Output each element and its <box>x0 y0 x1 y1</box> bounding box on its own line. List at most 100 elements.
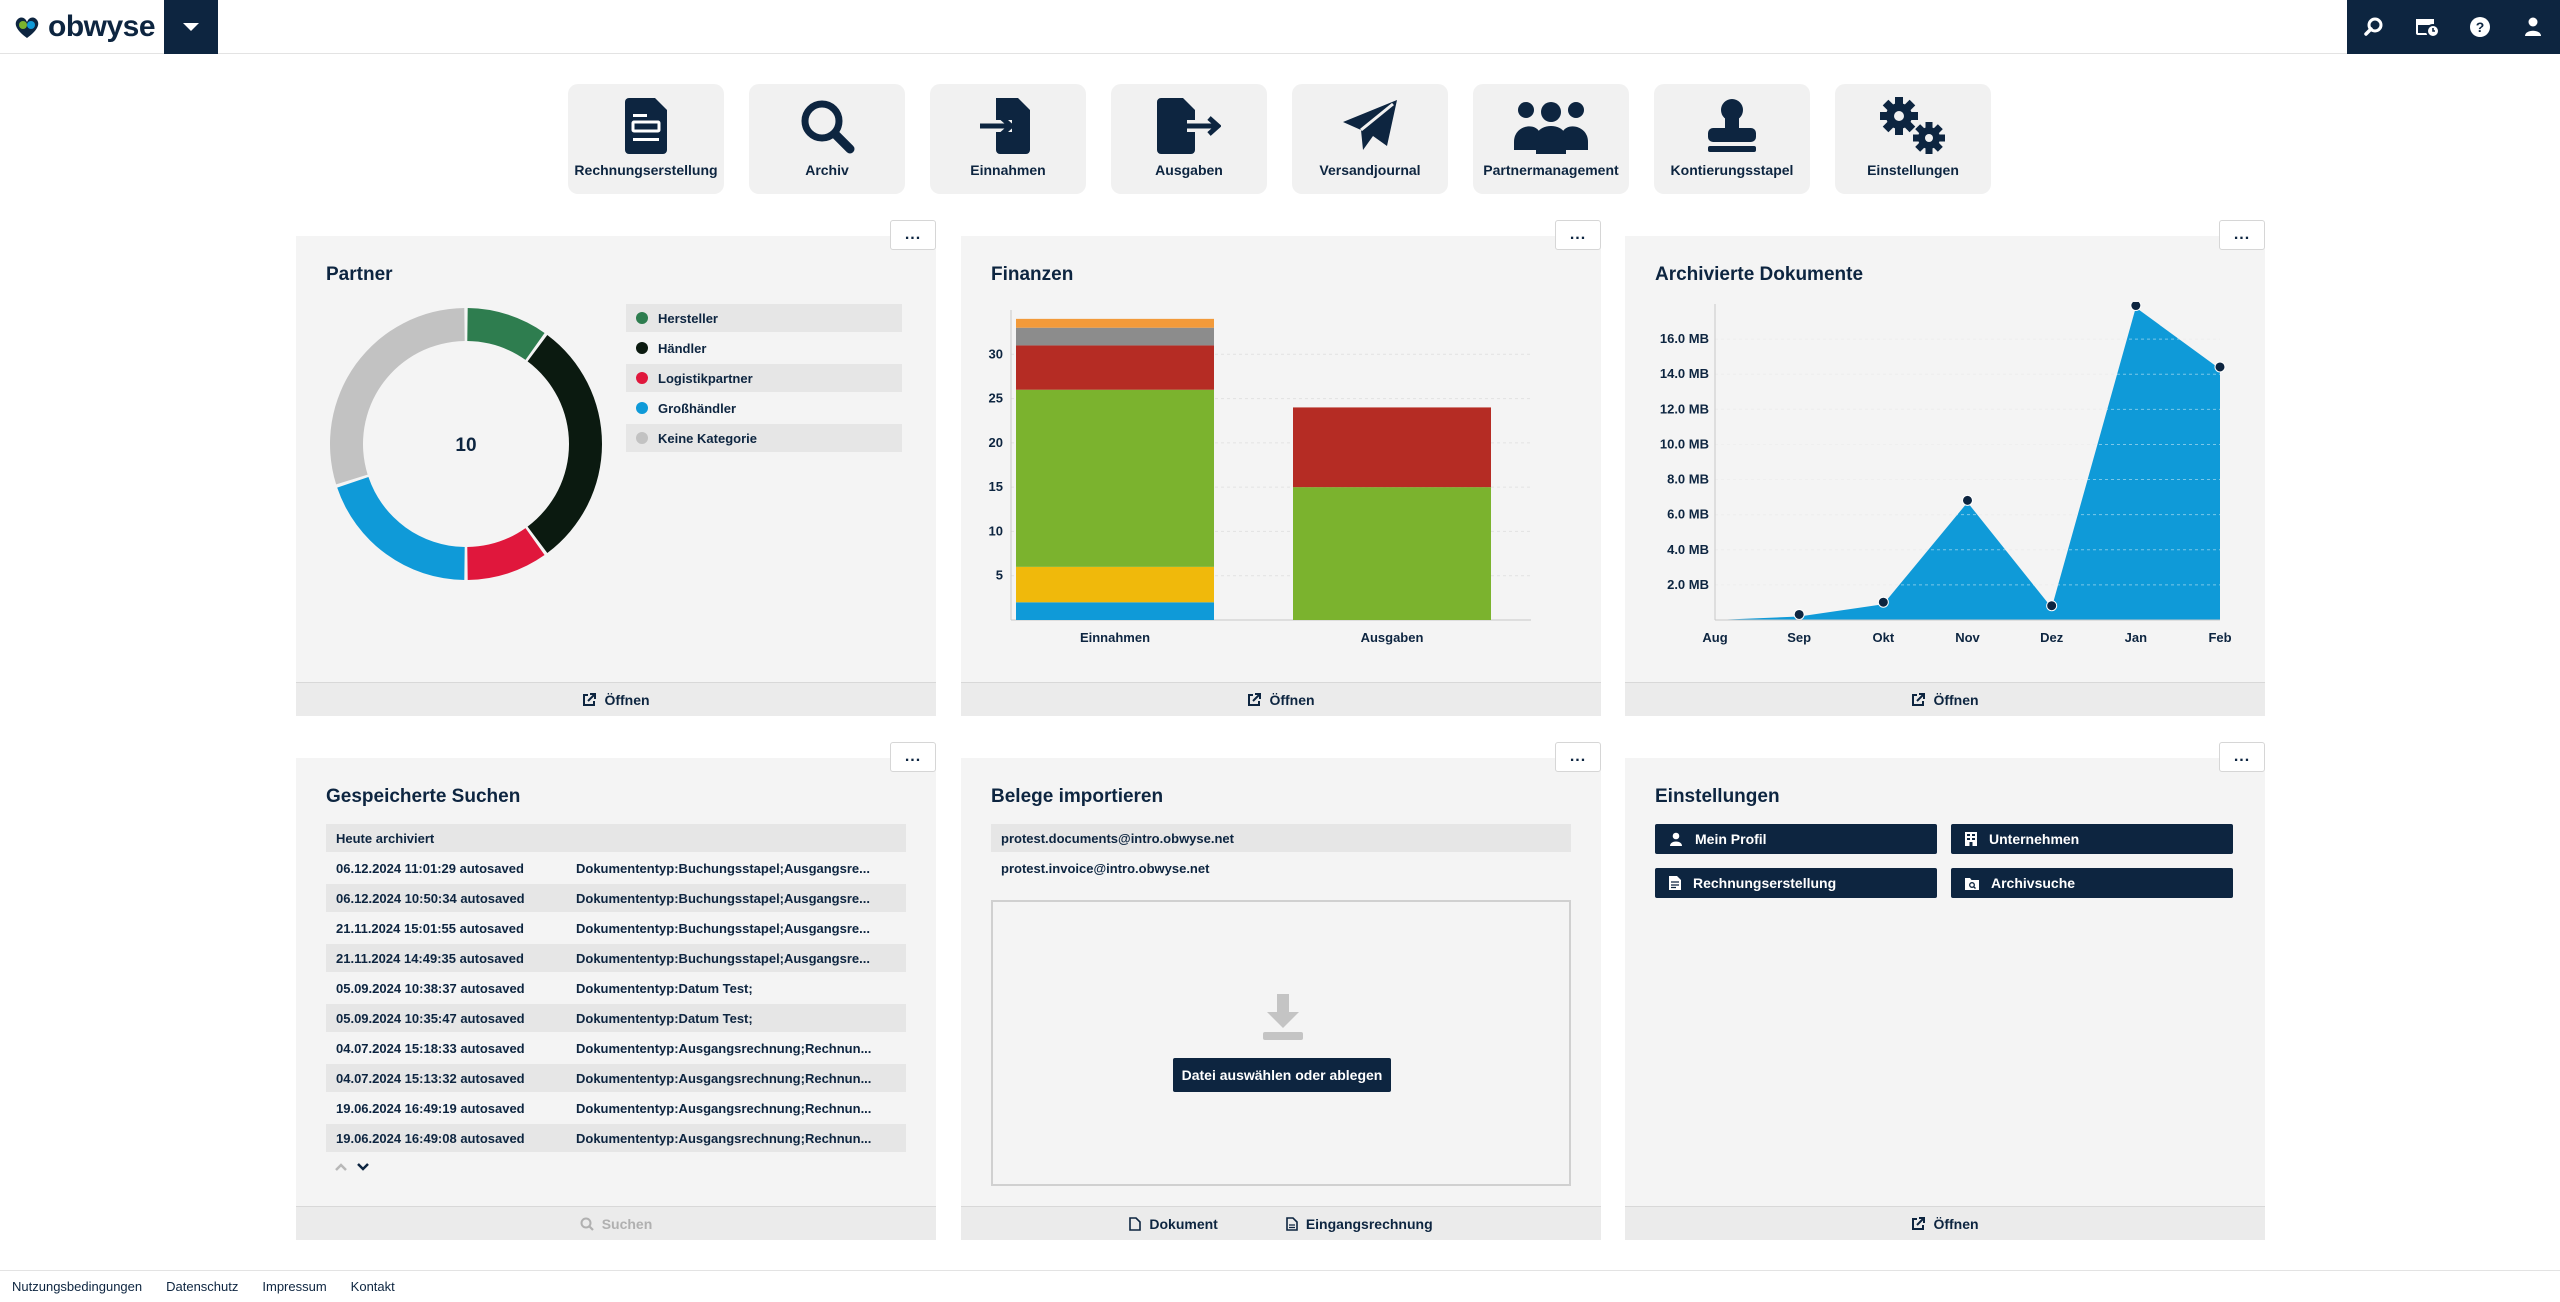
widget-menu-button[interactable]: ... <box>1555 220 1601 250</box>
saved-search-row[interactable]: 19.06.2024 16:49:08 autosaved Dokumentent… <box>326 1124 906 1152</box>
saved-search-row[interactable]: 06.12.2024 11:01:29 autosaved Dokumentent… <box>326 854 906 882</box>
upload-invoice-button[interactable]: Eingangsrechnung <box>1286 1216 1433 1232</box>
unternehmen-button[interactable]: Unternehmen <box>1951 824 2233 854</box>
tile-einnahmen[interactable]: Einnahmen <box>930 84 1086 194</box>
tile-label: Rechnungserstellung <box>574 162 718 178</box>
select-file-button[interactable]: Datei auswählen oder ablegen <box>1173 1058 1391 1092</box>
help-button[interactable]: ? <box>2453 0 2506 54</box>
saved-search-query: Dokumententyp:Ausgangsrechnung;Rechnun..… <box>576 1070 872 1086</box>
widget-menu-button[interactable]: ... <box>2219 742 2265 772</box>
legend-item[interactable]: Hersteller <box>626 304 902 332</box>
widget-open-button[interactable]: Öffnen <box>1625 682 2265 716</box>
tile-archiv[interactable]: Archiv <box>749 84 905 194</box>
user-button[interactable] <box>2506 0 2559 54</box>
bar-segment[interactable] <box>1016 345 1214 390</box>
saved-search-row[interactable]: 05.09.2024 10:38:37 autosaved Dokumentent… <box>326 974 906 1002</box>
widget-menu-button[interactable]: ... <box>1555 742 1601 772</box>
logo[interactable]: obwyse <box>12 10 156 44</box>
legend-item[interactable]: Keine Kategorie <box>626 424 902 452</box>
tile-einstellungen[interactable]: Einstellungen <box>1835 84 1991 194</box>
search-footer-button[interactable]: Suchen <box>296 1206 936 1240</box>
document-label: Dokument <box>1149 1215 1218 1232</box>
donut-slice[interactable] <box>467 528 545 580</box>
bar-segment[interactable] <box>1016 389 1214 567</box>
saved-search-row[interactable]: 06.12.2024 10:50:34 autosaved Dokumentent… <box>326 884 906 912</box>
saved-search-query: Dokumententyp:Ausgangsrechnung;Rechnun..… <box>576 1040 872 1056</box>
widget-gespeicherte-suchen: ... Gespeicherte Suchen Heute archiviert… <box>296 742 936 1240</box>
data-point[interactable] <box>1877 596 1889 608</box>
saved-search-row[interactable]: 21.11.2024 15:01:55 autosaved Dokumentent… <box>326 914 906 942</box>
widget-open-button[interactable]: Öffnen <box>961 682 1601 716</box>
widget-archivierte-dokumente: ... Archivierte Dokumente 2.0 MB 4.0 MB 6.… <box>1625 220 2265 716</box>
donut-center-value: 10 <box>455 435 476 456</box>
legend-item[interactable]: Großhändler <box>626 394 902 422</box>
bar-segment[interactable] <box>1293 407 1491 488</box>
footer-link-impressum[interactable]: Impressum <box>262 1279 327 1294</box>
import-email[interactable]: protest.invoice@intro.obwyse.net <box>1001 860 1210 876</box>
chevron-down-icon[interactable] <box>356 1162 370 1172</box>
tile-partnermanagement[interactable]: Partnermanagement <box>1473 84 1629 194</box>
bar-segment[interactable] <box>1293 487 1491 620</box>
saved-search-row[interactable]: 21.11.2024 14:49:35 autosaved Dokumentent… <box>326 944 906 972</box>
caret-down-icon <box>183 23 199 31</box>
x-tick-label: Feb <box>2208 630 2231 645</box>
saved-search-query: Dokumententyp:Buchungsstapel;Ausgangsre.… <box>576 860 870 876</box>
legend-item[interactable]: Logistikpartner <box>626 364 902 392</box>
tile-versandjournal[interactable]: Versandjournal <box>1292 84 1448 194</box>
logo-icon <box>15 17 39 38</box>
donut-slice[interactable] <box>467 308 545 360</box>
tile-kontierungsstapel[interactable]: Kontierungsstapel <box>1654 84 1810 194</box>
footer-link-nutzungsbedingungen[interactable]: Nutzungsbedingungen <box>12 1279 143 1294</box>
data-point[interactable] <box>2046 600 2058 612</box>
saved-search-date: 19.06.2024 16:49:19 autosaved <box>336 1100 525 1116</box>
data-point[interactable] <box>1793 608 1805 620</box>
footer-link-kontakt[interactable]: Kontakt <box>350 1279 395 1294</box>
archivsuche-button[interactable]: Archivsuche <box>1951 868 2233 898</box>
y-tick-label: 14.0 MB <box>1660 366 1709 381</box>
saved-search-date: 19.06.2024 16:49:08 autosaved <box>336 1130 525 1146</box>
bar-segment[interactable] <box>1016 566 1214 603</box>
donut-slice[interactable] <box>329 308 465 485</box>
widget-menu-button[interactable]: ... <box>890 220 936 250</box>
widget-title: Belege importieren <box>991 786 1164 807</box>
mein-profil-button[interactable]: Mein Profil <box>1655 824 1937 854</box>
data-point[interactable] <box>2214 361 2226 373</box>
saved-search-query: Dokumententyp:Ausgangsrechnung;Rechnun..… <box>576 1130 872 1146</box>
widget-open-button[interactable]: Öffnen <box>1625 1206 2265 1240</box>
tile-rechnungserstellung[interactable]: Rechnungserstellung <box>568 84 724 194</box>
upload-document-button[interactable]: Dokument <box>1129 1215 1218 1232</box>
widget-menu-button[interactable]: ... <box>2219 220 2265 250</box>
footer-link-datenschutz[interactable]: Datenschutz <box>166 1279 239 1294</box>
bar-segment[interactable] <box>1016 602 1214 620</box>
saved-search-row[interactable]: 04.07.2024 15:18:33 autosaved Dokumentent… <box>326 1034 906 1062</box>
search-button[interactable] <box>2347 0 2400 54</box>
y-tick-label: 10.0 MB <box>1660 436 1709 451</box>
y-tick-label: 8.0 MB <box>1667 472 1709 487</box>
donut-slice[interactable] <box>527 334 603 554</box>
rechnungserstellung-button[interactable]: Rechnungserstellung <box>1655 868 1937 898</box>
menu-toggle-button[interactable] <box>164 0 218 54</box>
bar-segment[interactable] <box>1016 327 1214 346</box>
saved-search-row[interactable]: 04.07.2024 15:13:32 autosaved Dokumentent… <box>326 1064 906 1092</box>
bar-segment[interactable] <box>1016 318 1214 328</box>
donut-slice[interactable] <box>337 477 465 580</box>
logo-text: obwyse <box>48 10 156 43</box>
tile-label: Versandjournal <box>1319 162 1421 178</box>
import-email[interactable]: protest.documents@intro.obwyse.net <box>991 824 1571 852</box>
settings-buttons: Mein Profil Unternehmen Rechnungserstell… <box>1655 824 2235 898</box>
data-point[interactable] <box>1962 494 1973 506</box>
calendar-button[interactable] <box>2400 0 2453 54</box>
tile-ausgaben[interactable]: Ausgaben <box>1111 84 1267 194</box>
chevron-up-icon[interactable] <box>334 1162 348 1172</box>
saved-search-header: Heute archiviert <box>326 824 906 852</box>
widget-title: Finanzen <box>991 264 1074 285</box>
widget-open-button[interactable]: Öffnen <box>296 682 936 716</box>
file-dropzone[interactable]: Datei auswählen oder ablegen <box>991 900 1571 1186</box>
widget-menu-button[interactable]: ... <box>890 742 936 772</box>
user-icon <box>1670 832 1682 846</box>
saved-search-row[interactable]: 19.06.2024 16:49:19 autosaved Dokumentent… <box>326 1094 906 1122</box>
saved-search-row[interactable]: 05.09.2024 10:35:47 autosaved Dokumentent… <box>326 1004 906 1032</box>
legend-item[interactable]: Händler <box>626 334 902 362</box>
data-point[interactable] <box>2130 302 2142 312</box>
x-tick-label: Okt <box>1872 630 1894 645</box>
